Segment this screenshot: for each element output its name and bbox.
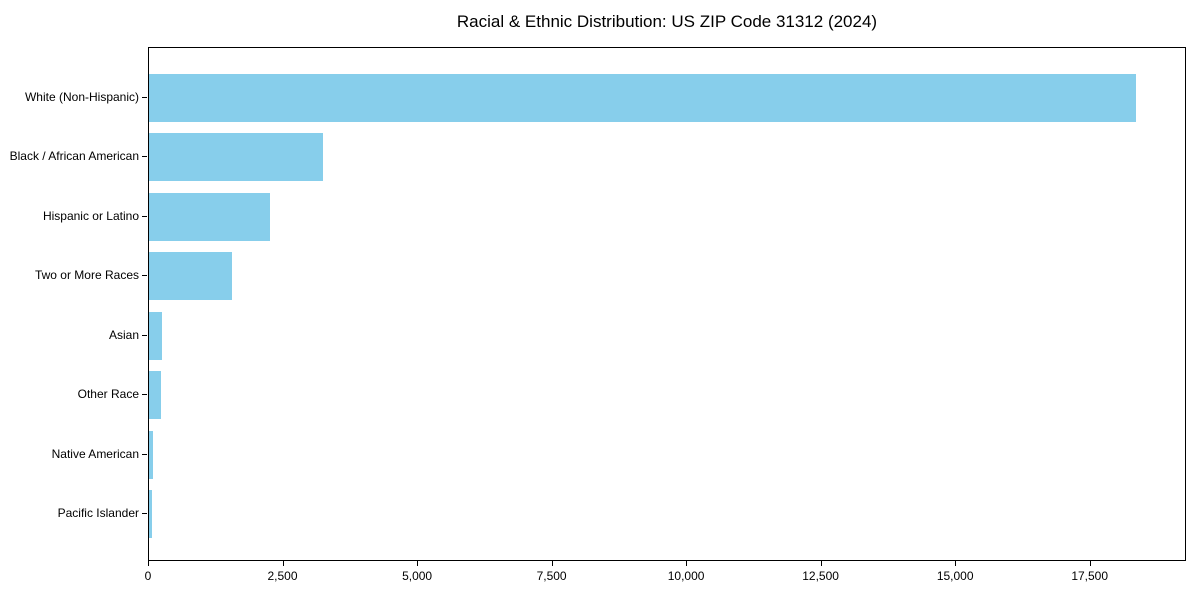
y-tick-mark xyxy=(142,394,147,396)
chart-title: Racial & Ethnic Distribution: US ZIP Cod… xyxy=(456,12,878,31)
y-tick-label-asian: Asian xyxy=(108,327,139,342)
x-tick-label: 15,000 xyxy=(936,569,974,583)
x-tick-label: 2,500 xyxy=(267,569,298,583)
x-tick-mark xyxy=(686,561,688,566)
bar-white-non-hispanic xyxy=(149,73,1136,122)
y-tick-mark xyxy=(142,96,147,98)
x-tick-mark xyxy=(417,561,419,566)
y-tick-label-white-non-hispanic: White (Non-Hispanic) xyxy=(24,89,139,104)
y-tick-label-hispanic-or-latino: Hispanic or Latino xyxy=(42,208,139,223)
bar-two-or-more-races xyxy=(149,252,233,301)
y-tick-label-pacific-islander: Pacific Islander xyxy=(57,506,139,521)
y-tick-mark xyxy=(142,513,147,515)
bar-asian xyxy=(149,311,163,360)
y-tick-mark xyxy=(142,453,147,455)
y-tick-label-black-african-american: Black / African American xyxy=(9,149,139,164)
y-tick-mark xyxy=(142,275,147,277)
y-tick-mark xyxy=(142,215,147,217)
y-tick-mark xyxy=(142,334,147,336)
x-tick-mark xyxy=(148,561,149,566)
bar-other-race xyxy=(149,371,162,420)
bar-native-american xyxy=(149,430,153,479)
x-tick-mark xyxy=(955,561,957,566)
x-tick-mark xyxy=(551,561,553,566)
y-tick-label-two-or-more-races: Two or More Races xyxy=(34,268,139,283)
y-tick-label-native-american: Native American xyxy=(51,446,139,461)
x-tick-label: 17,500 xyxy=(1071,569,1109,583)
x-tick-label: 10,000 xyxy=(667,569,705,583)
x-tick-mark xyxy=(282,561,284,566)
y-tick-label-other-race: Other Race xyxy=(77,387,139,402)
bar-pacific-islander xyxy=(149,490,152,539)
plot-area xyxy=(148,47,1186,561)
x-tick-label: 5,000 xyxy=(402,569,433,583)
x-tick-mark xyxy=(820,561,822,566)
x-tick-mark xyxy=(1089,561,1091,566)
bar-hispanic-or-latino xyxy=(149,192,271,241)
x-tick-label: 7,500 xyxy=(536,569,567,583)
x-tick-label: 12,500 xyxy=(802,569,839,583)
bar-black-african-american xyxy=(149,133,323,182)
x-tick-label: 0 xyxy=(144,569,152,583)
y-tick-mark xyxy=(142,156,147,158)
